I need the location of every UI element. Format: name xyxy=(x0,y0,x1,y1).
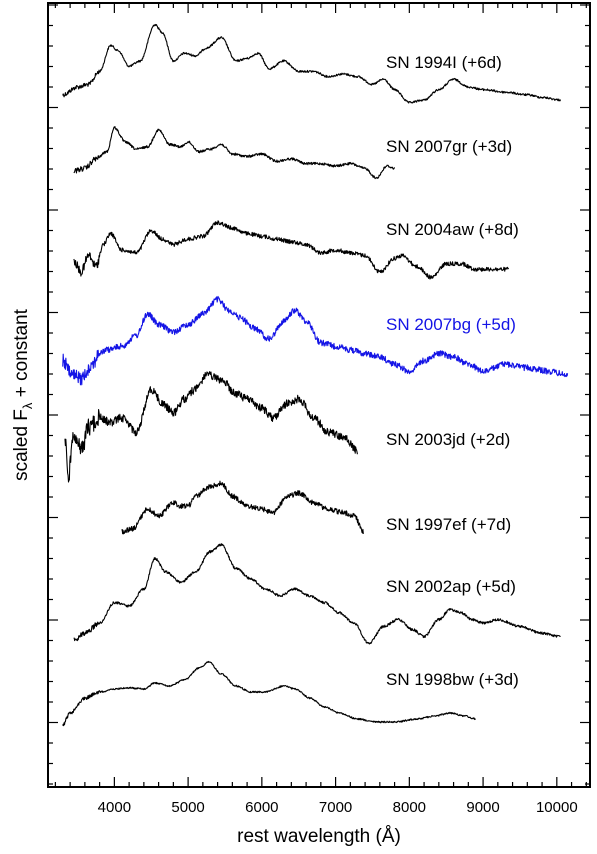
series-line xyxy=(73,220,510,280)
series-line xyxy=(73,543,561,645)
y-axis-title-subscript: λ xyxy=(20,402,35,409)
x-axis-title: rest wavelength (Å) xyxy=(237,826,401,847)
x-tick-label: 8000 xyxy=(393,799,426,816)
series-label: SN 2002ap (+5d) xyxy=(386,577,516,596)
series-line xyxy=(121,480,364,535)
x-tick-label: 7000 xyxy=(319,799,352,816)
series-label: SN 2007gr (+3d) xyxy=(386,137,512,156)
x-tick-label: 5000 xyxy=(171,799,204,816)
series-label: SN 2007bg (+5d) xyxy=(386,315,516,334)
y-axis-title: scaled Fλ + constant xyxy=(11,308,35,481)
x-tick-label: 9000 xyxy=(466,799,499,816)
series-line xyxy=(62,23,562,104)
y-axis-title-main: scaled F xyxy=(11,409,32,481)
series-line xyxy=(62,295,569,386)
series-line xyxy=(73,126,396,180)
series-line xyxy=(64,371,358,483)
x-tick-label: 6000 xyxy=(245,799,278,816)
series-line xyxy=(62,660,477,727)
series-label: SN 1994I (+6d) xyxy=(386,53,502,72)
y-axis-title-suffix: + constant xyxy=(11,308,32,402)
series-label: SN 1997ef (+7d) xyxy=(386,515,511,534)
series-label: SN 1998bw (+3d) xyxy=(386,670,519,689)
series-label: SN 2004aw (+8d) xyxy=(386,220,519,239)
x-tick-label: 10000 xyxy=(536,799,578,816)
x-tick-label: 4000 xyxy=(98,799,131,816)
series-label: SN 2003jd (+2d) xyxy=(386,430,510,449)
